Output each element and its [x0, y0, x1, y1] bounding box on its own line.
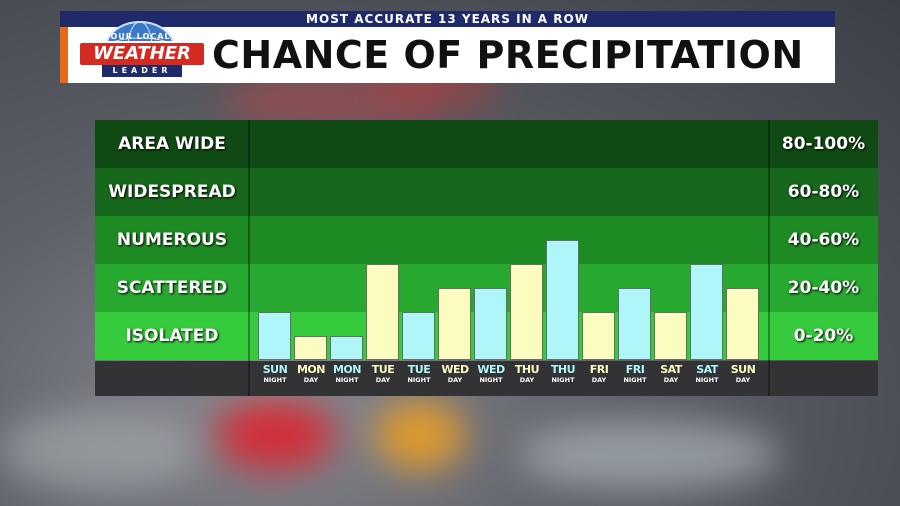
bar-fri-night [618, 288, 651, 360]
logo-line-1: YOUR LOCAL [104, 32, 171, 41]
level-label: ISOLATED [125, 326, 219, 346]
x-tick-day: WED [477, 363, 505, 376]
x-tick-period: DAY [735, 376, 751, 384]
level-range: 80-100% [781, 134, 866, 154]
page-title: CHANCE OF PRECIPITATION [212, 33, 804, 77]
level-label: NUMEROUS [116, 230, 228, 250]
bar-tue-night [402, 312, 435, 360]
x-tick-label: FRI NIGHT [617, 363, 653, 385]
level-range: 60-80% [787, 182, 860, 202]
x-tick-day: TUE [371, 363, 395, 376]
x-tick-day: FRI [589, 363, 609, 376]
x-tick-day: TUE [407, 363, 431, 376]
x-tick-day: WED [441, 363, 469, 376]
level-band [249, 168, 769, 216]
level-label: SCATTERED [116, 278, 228, 298]
logo-line-3: LEADER [102, 65, 182, 77]
x-tick-period: DAY [591, 376, 607, 384]
x-tick-period: NIGHT [335, 376, 359, 384]
level-label: WIDESPREAD [108, 182, 236, 202]
bar-wed-night [474, 288, 507, 360]
x-tick-label: SAT DAY [653, 363, 689, 385]
x-tick-period: NIGHT [407, 376, 431, 384]
bar-sat-day [654, 312, 687, 360]
x-tick-day: THU [514, 363, 540, 376]
x-tick-day: SAT [696, 363, 718, 376]
banner-top-strip: MOST ACCURATE 13 YEARS IN A ROW [60, 11, 835, 27]
x-tick-day: SUN [262, 363, 288, 376]
x-tick-day: THU [550, 363, 576, 376]
level-band [249, 216, 769, 264]
x-tick-label: FRI DAY [581, 363, 617, 385]
bar-thu-night [546, 240, 579, 360]
level-range: 40-60% [787, 230, 860, 250]
x-tick-label: WED DAY [437, 363, 473, 385]
level-band [249, 264, 769, 312]
bar-sat-night [690, 264, 723, 360]
bar-sun-night [258, 312, 291, 360]
x-tick-day: SAT [660, 363, 682, 376]
x-tick-period: NIGHT [623, 376, 647, 384]
accent-tab [60, 27, 68, 83]
level-row: AREA WIDE 80-100% [95, 120, 878, 168]
x-tick-day: FRI [625, 363, 645, 376]
x-tick-day: MON [332, 363, 362, 376]
x-tick-label: THU DAY [509, 363, 545, 385]
logo-line-2: WEATHER [78, 41, 206, 67]
x-tick-label: SUN NIGHT [257, 363, 293, 385]
x-tick-label: SUN DAY [725, 363, 761, 385]
bar-sun-day [726, 288, 759, 360]
x-tick-period: NIGHT [263, 376, 287, 384]
x-tick-day: MON [296, 363, 326, 376]
level-range: 20-40% [787, 278, 860, 298]
x-tick-label: TUE DAY [365, 363, 401, 385]
x-tick-period: DAY [663, 376, 679, 384]
x-tick-label: THU NIGHT [545, 363, 581, 385]
level-range: 0-20% [793, 326, 854, 346]
level-row: WIDESPREAD 60-80% [95, 168, 878, 216]
bar-wed-day [438, 288, 471, 360]
level-band [249, 120, 769, 168]
bar-thu-day [510, 264, 543, 360]
x-tick-period: NIGHT [695, 376, 719, 384]
x-axis-strip [95, 361, 878, 396]
bar-tue-day [366, 264, 399, 360]
left-divider [248, 120, 250, 396]
x-tick-label: MON NIGHT [329, 363, 365, 385]
bar-mon-day [294, 336, 327, 360]
bar-mon-night [330, 336, 363, 360]
x-tick-period: DAY [375, 376, 391, 384]
precipitation-chart: AREA WIDE 80-100% WIDESPREAD 60-80% NUMEROUS… [95, 120, 878, 396]
level-label: AREA WIDE [118, 134, 226, 154]
x-tick-period: NIGHT [479, 376, 503, 384]
bar-fri-day [582, 312, 615, 360]
x-tick-label: TUE NIGHT [401, 363, 437, 385]
x-tick-period: DAY [303, 376, 319, 384]
x-tick-period: DAY [447, 376, 463, 384]
x-tick-period: DAY [519, 376, 535, 384]
station-logo: YOUR LOCAL WEATHER LEADER [70, 14, 210, 84]
x-tick-label: WED NIGHT [473, 363, 509, 385]
right-divider [768, 120, 770, 396]
x-tick-label: SAT NIGHT [689, 363, 725, 385]
x-tick-period: NIGHT [551, 376, 575, 384]
x-tick-label: MON DAY [293, 363, 329, 385]
x-tick-day: SUN [730, 363, 756, 376]
level-row: NUMEROUS 40-60% [95, 216, 878, 264]
